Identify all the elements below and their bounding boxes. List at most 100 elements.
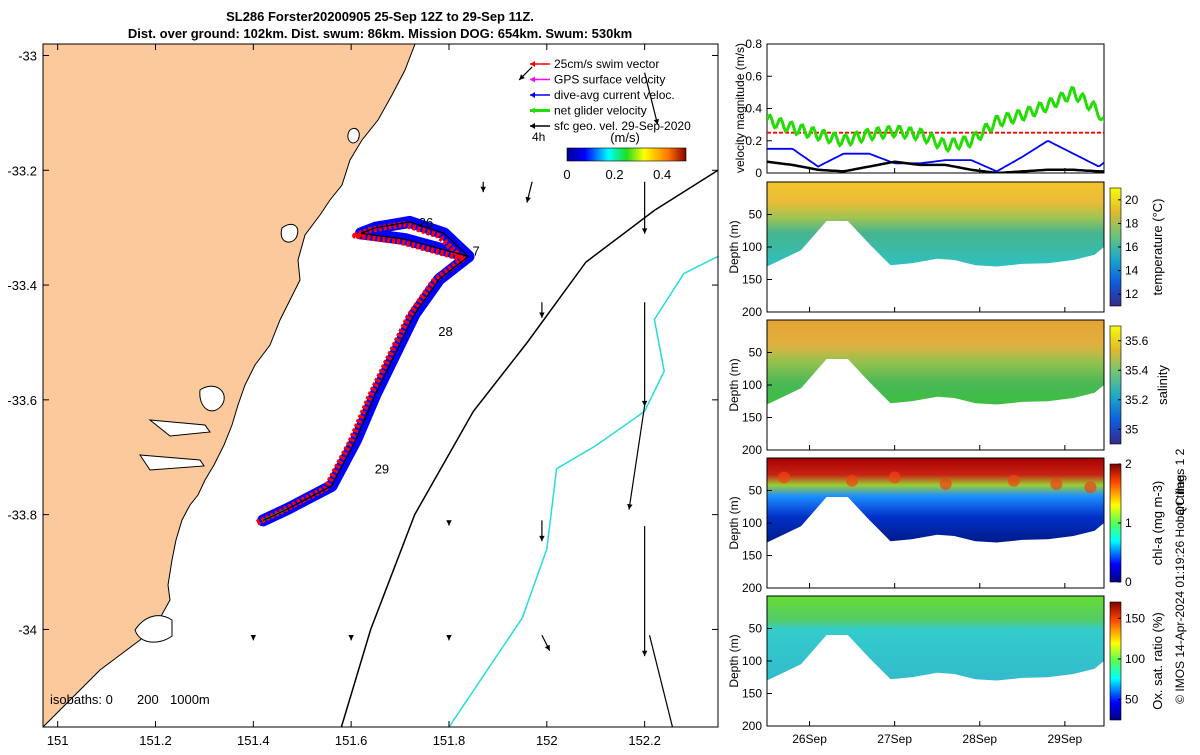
- chl-patch-6: [1084, 481, 1097, 494]
- geo-vector-4: [480, 181, 486, 193]
- time-axis: 26Sep 27Sep 28Sep 29Sep: [792, 732, 1082, 746]
- section-0-cbtick-1: 14: [1125, 264, 1139, 278]
- velocity-series-current: [767, 140, 1104, 172]
- legend-item-gps: GPS surface velocity: [530, 73, 665, 87]
- colorbar-unit-label: (m/s): [610, 130, 640, 145]
- section-1-ytick-1: 100: [742, 378, 762, 392]
- track-swim-vectors: [255, 221, 466, 526]
- isobath-label-prefix: isobaths: 0: [50, 692, 113, 707]
- section-3-ytick-1: 100: [742, 654, 762, 668]
- map-xtick-1: 151.2: [139, 733, 172, 748]
- qc-flags-label: QC flags 1 2: [1173, 448, 1187, 515]
- section-1-cbtick-2: 35.4: [1125, 363, 1149, 377]
- isobath-label-200: 200: [137, 692, 159, 707]
- section-1-ytick-0: 50: [749, 346, 763, 360]
- map-y-ticks: -33 -33.2 -33.4 -33.6 -33.8 -34: [7, 48, 718, 637]
- section-panel-2: 50 100 150 200 Depth (m) 0 1 2 chl-a (mg m-3): [727, 457, 1165, 595]
- section-0-colorbar-label: temperature (°C): [1150, 199, 1165, 296]
- map-xtick-2: 151.4: [237, 733, 270, 748]
- map-xtick-5: 152: [536, 733, 558, 748]
- velocity-ytick-4: 0.8: [745, 37, 762, 51]
- day-label-1: 7: [473, 244, 480, 259]
- chl-patch-3: [939, 478, 952, 490]
- legend-item-current: dive-avg current veloc.: [530, 88, 675, 102]
- map-ytick-2: -33.4: [7, 278, 37, 293]
- legend-label-geo: sfc geo. vel. 29-Sep-2020: [554, 119, 691, 133]
- map-colorbar: [566, 147, 687, 162]
- section-3-cbtick-0: 50: [1125, 693, 1139, 707]
- estuary-branch-a: [148, 419, 211, 437]
- section-fill-3: [767, 596, 1104, 681]
- section-3-colorbar: [1109, 601, 1122, 721]
- isobath-1000m: [448, 255, 718, 727]
- section-0-cbtick-0: 12: [1125, 287, 1139, 301]
- section-0-ylabel: Depth (m): [727, 220, 741, 273]
- legend-item-swim: 25cm/s swim vector: [530, 57, 659, 71]
- map-frame: [42, 43, 719, 728]
- section-2-ytick-0: 50: [749, 484, 763, 498]
- isobath-200m: [340, 169, 718, 727]
- geo-vector-12: [446, 520, 452, 526]
- isobath-legend: isobaths: 0 200 1000m: [50, 692, 210, 707]
- day-label-2: 28: [438, 324, 452, 339]
- section-1-ylabel: Depth (m): [727, 358, 741, 411]
- section-3-cbtick-1: 100: [1125, 652, 1145, 666]
- section-3-colorbar-label: Ox. sat. ratio (%): [1150, 612, 1165, 710]
- section-0-cbtick-2: 16: [1125, 240, 1139, 254]
- geo-vector-13: [446, 635, 452, 641]
- geo-vector-10: [539, 520, 545, 542]
- legend-item-net: net glider velocity: [530, 104, 647, 118]
- legend-item-geo: sfc geo. vel. 29-Sep-2020: [530, 119, 691, 133]
- legend-label-gps: GPS surface velocity: [554, 73, 665, 87]
- qc-flag-1: 1: [1173, 458, 1187, 465]
- section-3-ytick-2: 150: [742, 687, 762, 701]
- geo-vector-6: [539, 302, 545, 318]
- section-fill-1: [767, 320, 1104, 405]
- velocity-lines: [767, 85, 1104, 173]
- geo-vector-0: [518, 66, 533, 81]
- geo-vector-8: [641, 526, 648, 657]
- velocity-ytick-1: 0.2: [745, 134, 762, 148]
- map-ytick-0: -33: [18, 48, 37, 63]
- section-3-ylabel: Depth (m): [727, 634, 741, 687]
- time-tick-3: 29Sep: [1048, 732, 1083, 746]
- lake-inlet-north: [347, 127, 360, 144]
- geo-vector-11: [541, 634, 551, 652]
- section-0-ytick-1: 100: [742, 240, 762, 254]
- title-line-1: SL286 Forster20200905 25-Sep 12Z to 29-S…: [226, 9, 534, 24]
- section-panel-1: 50 100 150 200 Depth (m) 35 35.2 35.4 35.6 salini…: [727, 319, 1170, 457]
- section-1-ytick-2: 150: [742, 411, 762, 425]
- geostrophic-vectors: [250, 66, 674, 727]
- section-0-cbtick-3: 18: [1125, 216, 1139, 230]
- section-fill-0: [767, 182, 1104, 267]
- velocity-ytick-3: 0.6: [745, 69, 762, 83]
- section-1-cbtick-1: 35.2: [1125, 393, 1149, 407]
- isobath-label-1000: 1000m: [170, 692, 210, 707]
- map-colorbar-tick-2: 0.4: [653, 167, 671, 182]
- qc-flags-text: QC flags: [1173, 469, 1187, 516]
- velocity-series-net: [767, 85, 1104, 154]
- map-xtick-0: 151: [47, 733, 69, 748]
- section-1-cbtick-3: 35.6: [1125, 334, 1149, 348]
- section-3-cbtick-2: 150: [1125, 611, 1145, 625]
- section-2-ytick-2: 150: [742, 549, 762, 563]
- chl-patch-4: [1007, 474, 1020, 487]
- map-xtick-3: 151.6: [335, 733, 368, 748]
- section-2-ytick-3: 200: [742, 581, 762, 595]
- time-tick-2: 28Sep: [962, 732, 997, 746]
- credit-text: © IMOS 14-Apr-2024 01:19:26 Hobart time.: [1173, 472, 1187, 704]
- geo-vector-2: [641, 181, 648, 234]
- colorbar-corner-label: 4h: [532, 130, 545, 144]
- section-panel-3: 50 100 150 200 Depth (m) 50 100 150 Ox. sat. rat…: [727, 595, 1165, 733]
- title-line-2: Dist. over ground: 102km. Dist. swum: 86…: [128, 26, 632, 41]
- geo-vector-1: [644, 72, 659, 125]
- section-2-colorbar-label: chl-a (mg m-3): [1150, 481, 1165, 566]
- section-1-cbtick-0: 35: [1125, 422, 1139, 436]
- map-colorbar-ticks: 0 0.2 0.4: [563, 167, 671, 182]
- estuary-upper: [199, 385, 225, 412]
- velocity-ytick-0: 0: [755, 166, 762, 180]
- map-ytick-3: -33.6: [7, 393, 37, 408]
